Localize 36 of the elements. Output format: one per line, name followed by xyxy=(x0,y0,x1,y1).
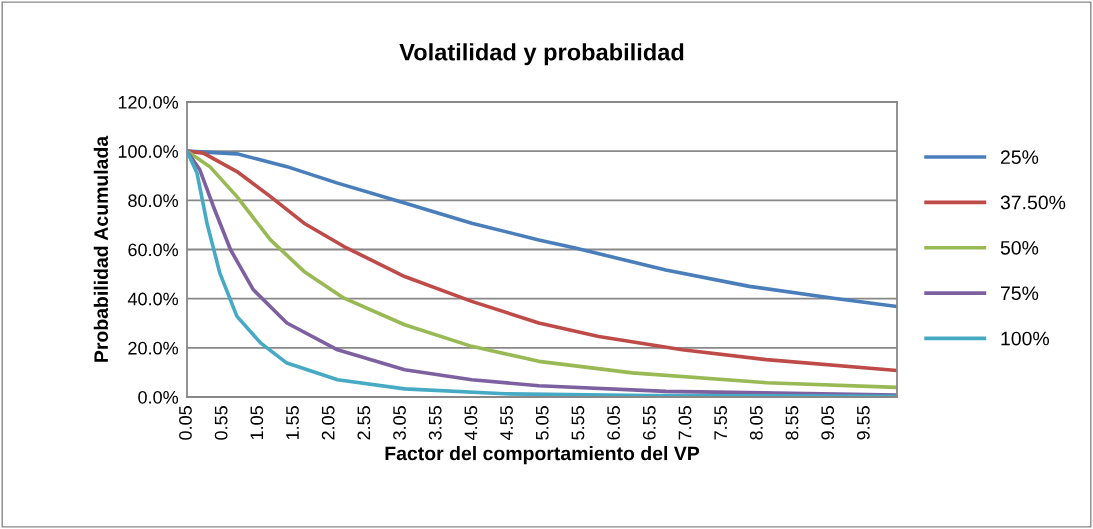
x-tick-label: 4.05 xyxy=(464,406,478,441)
legend-label: 50% xyxy=(1000,240,1039,255)
x-tick-label: 1.05 xyxy=(250,406,264,440)
x-tick-label: 1.55 xyxy=(286,406,299,440)
legend-label: 100% xyxy=(1001,331,1050,346)
x-tick-label: 7.55 xyxy=(714,406,728,440)
legend-label: 37.50% xyxy=(1000,195,1066,210)
x-tick-label: 8.55 xyxy=(785,406,799,440)
x-axis-title: Factor del comportamiento del VP xyxy=(385,446,700,465)
line-series xyxy=(187,149,897,309)
x-tick-label: 0.05 xyxy=(179,406,192,440)
x-tick-label: 8.05 xyxy=(749,406,763,440)
x-tick-label: 3.05 xyxy=(393,406,406,440)
y-tick-label: 40.0% xyxy=(127,292,179,306)
y-tick-label: 120.0% xyxy=(118,95,179,109)
x-tick-label: 9.55 xyxy=(856,406,870,440)
y-tick-label: 20.0% xyxy=(128,341,179,355)
chart-title: Volatilidad y probabilidad xyxy=(399,43,684,66)
x-tick-label: 6.05 xyxy=(607,406,620,440)
legend-label: 25% xyxy=(1000,150,1039,165)
x-tick-label: 2.55 xyxy=(357,406,371,440)
y-tick-label: 100.0% xyxy=(118,145,179,158)
x-tick-label: 6.55 xyxy=(642,406,656,440)
x-tick-label: 5.55 xyxy=(571,406,585,440)
legend-label: 75% xyxy=(1000,286,1039,301)
y-tick-label: 0.0% xyxy=(138,390,179,404)
y-tick-label: 80.0% xyxy=(128,194,179,208)
x-tick-label: 5.05 xyxy=(535,406,549,440)
x-tick-label: 3.55 xyxy=(428,406,442,440)
y-tick-label: 60.0% xyxy=(128,243,179,257)
x-tick-label: 4.55 xyxy=(500,406,513,441)
x-tick-label: 7.05 xyxy=(678,406,692,440)
x-tick-label: 2.05 xyxy=(321,406,335,440)
x-tick-label: 0.55 xyxy=(214,406,228,440)
y-axis-title: Probabilidad Acumulada xyxy=(93,135,109,362)
x-tick-label: 9.05 xyxy=(821,406,835,440)
